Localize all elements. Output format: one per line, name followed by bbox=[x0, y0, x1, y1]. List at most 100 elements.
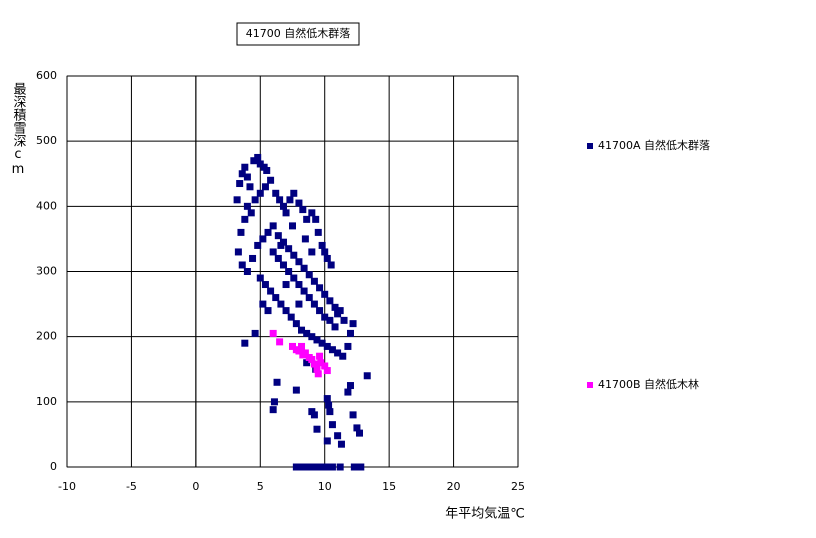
point bbox=[249, 254, 257, 262]
title-box bbox=[236, 22, 360, 46]
point bbox=[272, 189, 280, 197]
point bbox=[314, 370, 322, 378]
point bbox=[321, 248, 329, 256]
point bbox=[285, 268, 293, 275]
point bbox=[243, 173, 251, 181]
point bbox=[303, 215, 311, 223]
point bbox=[313, 336, 321, 344]
point bbox=[323, 395, 331, 403]
point bbox=[241, 215, 249, 223]
x-tick-label: -5 bbox=[126, 480, 137, 493]
point bbox=[286, 196, 294, 204]
point bbox=[323, 463, 331, 471]
point bbox=[314, 228, 322, 236]
point bbox=[310, 360, 318, 368]
point bbox=[346, 382, 354, 390]
point bbox=[261, 281, 269, 289]
point bbox=[349, 320, 357, 328]
point bbox=[270, 398, 278, 406]
point bbox=[300, 287, 308, 295]
point bbox=[318, 463, 326, 471]
point bbox=[308, 355, 316, 363]
point bbox=[259, 300, 267, 308]
point bbox=[349, 411, 357, 419]
point bbox=[241, 163, 249, 171]
point bbox=[334, 432, 342, 440]
point bbox=[303, 463, 311, 471]
point bbox=[295, 199, 303, 207]
point bbox=[363, 372, 371, 380]
point bbox=[334, 349, 342, 357]
point bbox=[298, 342, 306, 350]
point bbox=[331, 323, 339, 331]
point bbox=[285, 245, 293, 253]
point bbox=[313, 425, 321, 433]
point bbox=[357, 463, 365, 471]
point bbox=[238, 261, 246, 269]
x-tick-label: -10 bbox=[58, 480, 76, 493]
point bbox=[321, 290, 329, 298]
y-axis-label: 最深積雪深cm bbox=[11, 82, 27, 177]
point bbox=[264, 228, 272, 236]
legend-swatch bbox=[587, 143, 593, 149]
point bbox=[323, 254, 331, 262]
point bbox=[269, 329, 277, 337]
point bbox=[267, 287, 275, 295]
point bbox=[310, 300, 318, 308]
point bbox=[256, 189, 264, 197]
point bbox=[246, 183, 254, 191]
point bbox=[276, 338, 284, 346]
point bbox=[317, 359, 325, 367]
point bbox=[295, 347, 303, 355]
point bbox=[269, 222, 277, 230]
point bbox=[241, 339, 249, 347]
point bbox=[251, 329, 259, 337]
point bbox=[267, 176, 275, 184]
point bbox=[299, 206, 307, 214]
point bbox=[321, 362, 329, 370]
point bbox=[313, 463, 321, 471]
point bbox=[316, 284, 324, 292]
legend-label: 41700B 自然低木林 bbox=[598, 377, 699, 391]
point bbox=[326, 408, 334, 416]
x-tick-label: 5 bbox=[257, 480, 264, 493]
point bbox=[259, 235, 267, 243]
point bbox=[287, 313, 295, 321]
x-tick-label: 15 bbox=[382, 480, 396, 493]
point bbox=[282, 307, 290, 315]
point bbox=[339, 352, 347, 360]
point bbox=[263, 166, 271, 174]
point bbox=[318, 241, 326, 249]
y-tick-label: 200 bbox=[36, 330, 57, 343]
point bbox=[310, 411, 318, 419]
point bbox=[292, 320, 300, 328]
point bbox=[305, 294, 313, 302]
point bbox=[233, 196, 241, 204]
point bbox=[236, 180, 244, 188]
point bbox=[328, 346, 336, 354]
point bbox=[337, 440, 345, 448]
point bbox=[274, 254, 282, 262]
point bbox=[261, 183, 269, 191]
point bbox=[308, 333, 316, 341]
point bbox=[327, 261, 335, 269]
point bbox=[336, 307, 344, 315]
point bbox=[295, 300, 303, 308]
point bbox=[305, 271, 313, 279]
y-tick-label: 0 bbox=[50, 460, 57, 473]
point bbox=[308, 248, 316, 256]
point bbox=[325, 401, 333, 409]
point bbox=[313, 365, 321, 373]
point bbox=[301, 349, 309, 357]
point bbox=[251, 196, 259, 204]
chart-title: 41700 自然低木群落 bbox=[246, 26, 351, 40]
point bbox=[310, 277, 318, 285]
point bbox=[290, 189, 298, 197]
point bbox=[340, 316, 348, 324]
y-tick-label: 100 bbox=[36, 395, 57, 408]
point bbox=[292, 463, 300, 471]
point bbox=[328, 463, 336, 471]
point bbox=[256, 274, 264, 282]
point bbox=[344, 388, 352, 396]
